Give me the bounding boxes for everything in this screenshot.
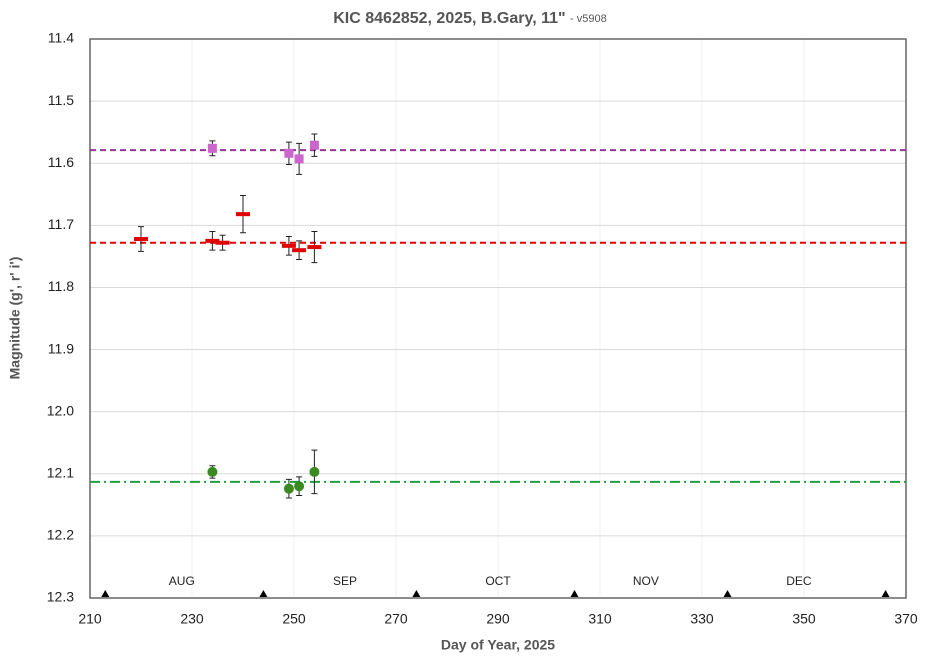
x-axis-title: Day of Year, 2025: [441, 637, 555, 653]
month-label: DEC: [786, 574, 812, 588]
data-point: [281, 243, 296, 248]
y-tick-label: 11.4: [48, 30, 74, 46]
data-point: [283, 483, 294, 494]
subtitle: - v5908: [570, 13, 607, 25]
x-tick-label: 350: [792, 611, 816, 627]
month-marker: [723, 590, 732, 597]
x-tick-label: 230: [180, 611, 204, 627]
data-point: [309, 466, 320, 477]
month-marker: [101, 590, 110, 597]
x-tick-label: 250: [282, 611, 306, 627]
y-tick-label: 12.3: [47, 589, 74, 605]
y-tick-label: 12.2: [47, 527, 74, 543]
y-tick-label: 12.1: [47, 464, 74, 480]
month-label: AUG: [169, 574, 195, 588]
data-point: [309, 140, 319, 150]
data-point: [294, 154, 304, 164]
data-point: [284, 148, 294, 158]
month-marker: [259, 590, 268, 597]
month-label: NOV: [633, 574, 659, 588]
y-axis-title: Magnitude (g', r' i'): [7, 257, 23, 380]
data-point: [236, 212, 250, 217]
plot-frame: [89, 38, 907, 599]
y-tick-label: 11.8: [48, 278, 74, 294]
y-tick-label: 11.6: [48, 154, 74, 170]
month-marker: [412, 590, 421, 597]
data-point: [205, 238, 220, 243]
month-label: OCT: [485, 574, 511, 588]
data-point: [294, 481, 305, 492]
data-point: [307, 245, 322, 250]
data-point: [134, 236, 148, 241]
y-tick-label: 11.5: [48, 92, 74, 108]
month-marker: [570, 590, 579, 597]
data-point: [207, 466, 218, 477]
x-tick-label: 370: [894, 611, 918, 627]
month-marker: [881, 590, 890, 597]
chart-title: KIC 8462852, 2025, B.Gary, 11" - v5908: [333, 10, 607, 27]
data-point: [207, 143, 217, 153]
x-tick-label: 210: [78, 611, 102, 627]
x-tick-label: 290: [486, 611, 510, 627]
data-point: [292, 248, 307, 253]
y-tick-label: 11.9: [48, 340, 74, 356]
x-tick-label: 310: [588, 611, 612, 627]
x-tick-label: 330: [690, 611, 714, 627]
x-tick-label: 270: [384, 611, 408, 627]
month-label: SEP: [333, 574, 357, 588]
y-tick-label: 12.0: [47, 402, 74, 418]
title: KIC 8462852, 2025, B.Gary, 11": [333, 10, 565, 27]
data-point: [215, 240, 230, 245]
y-tick-label: 11.7: [48, 216, 74, 232]
